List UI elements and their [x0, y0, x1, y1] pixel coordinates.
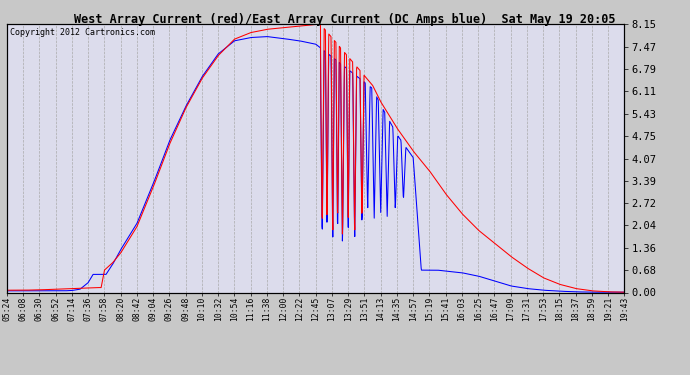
- Text: West Array Current (red)/East Array Current (DC Amps blue)  Sat May 19 20:05: West Array Current (red)/East Array Curr…: [75, 13, 615, 26]
- Text: Copyright 2012 Cartronics.com: Copyright 2012 Cartronics.com: [10, 28, 155, 38]
